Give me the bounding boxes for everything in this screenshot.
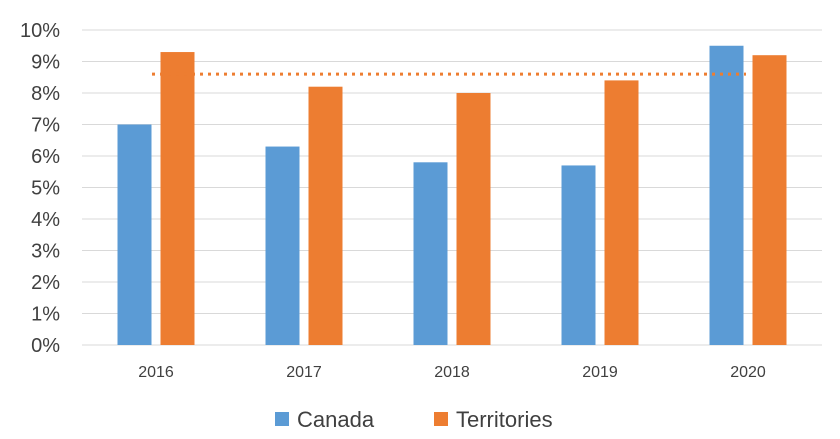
bar-canada-2020 [709, 45, 744, 345]
legend-swatch-territories [434, 412, 448, 426]
y-tick-label: 1% [31, 304, 60, 326]
bar-canada-2017 [265, 146, 300, 345]
legend: Canada Territories [275, 407, 553, 432]
bars [117, 45, 787, 346]
bar-territories-2016 [160, 52, 195, 346]
x-tick-label: 2020 [730, 364, 766, 381]
y-tick-label: 3% [31, 241, 60, 263]
x-tick-label: 2019 [582, 364, 618, 381]
y-tick-label: 9% [31, 52, 60, 74]
x-tick-label: 2016 [138, 364, 174, 381]
y-axis-ticks: 0% 1% 2% 3% 4% 5% 6% 7% 8% 9% 10% [20, 20, 60, 357]
y-tick-label: 2% [31, 272, 60, 294]
y-tick-label: 0% [31, 335, 60, 357]
y-tick-label: 5% [31, 178, 60, 200]
legend-label-canada: Canada [297, 407, 375, 432]
y-tick-label: 10% [20, 20, 60, 42]
bar-canada-2018 [413, 162, 448, 345]
y-tick-label: 6% [31, 146, 60, 168]
bar-canada-2019 [561, 165, 596, 345]
x-axis-ticks: 2016 2017 2018 2019 2020 [138, 364, 766, 381]
x-tick-label: 2017 [286, 364, 322, 381]
bar-canada-2016 [117, 124, 152, 345]
y-tick-label: 8% [31, 83, 60, 105]
x-tick-label: 2018 [434, 364, 470, 381]
gridlines [82, 29, 822, 314]
y-tick-label: 7% [31, 115, 60, 137]
bar-territories-2018 [456, 93, 491, 345]
legend-label-territories: Territories [456, 407, 553, 432]
bar-territories-2017 [308, 86, 343, 345]
y-tick-label: 4% [31, 209, 60, 231]
bar-territories-2020 [752, 55, 787, 345]
bar-territories-2019 [604, 80, 639, 346]
legend-swatch-canada [275, 412, 289, 426]
